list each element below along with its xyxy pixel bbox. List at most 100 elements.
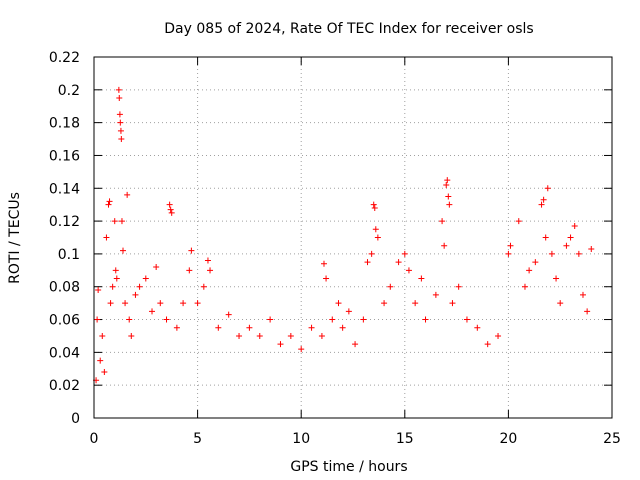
x-tick-label: 20 <box>499 431 517 447</box>
y-tick-label: 0.04 <box>49 345 80 361</box>
data-point <box>563 242 570 249</box>
y-tick-label: 0.02 <box>49 378 80 394</box>
y-axis-label: ROTI / TECUs <box>7 192 23 284</box>
data-point <box>449 300 456 307</box>
data-point <box>544 185 551 192</box>
data-point <box>256 332 263 339</box>
y-tick-label: 0.18 <box>49 116 80 132</box>
data-point <box>113 275 120 282</box>
data-point <box>474 324 481 331</box>
y-tick-label: 0.06 <box>49 313 80 329</box>
data-point <box>463 316 470 323</box>
data-point <box>412 300 419 307</box>
data-point <box>444 177 451 184</box>
data-point <box>167 206 174 213</box>
data-point <box>166 201 173 208</box>
data-point <box>267 316 274 323</box>
data-point <box>142 275 149 282</box>
data-point <box>204 257 211 264</box>
data-point <box>103 234 110 241</box>
data-point <box>372 226 379 233</box>
data-point <box>215 324 222 331</box>
data-point <box>329 316 336 323</box>
data-point <box>532 259 539 266</box>
y-tick-label: 0.2 <box>58 83 80 99</box>
data-point <box>186 267 193 274</box>
data-point <box>401 250 408 257</box>
data-point <box>371 204 378 211</box>
data-point <box>200 283 207 290</box>
data-point <box>439 218 446 225</box>
y-tick-label: 0 <box>71 411 80 427</box>
data-point <box>207 267 214 274</box>
y-tick-label: 0.16 <box>49 148 80 164</box>
data-point <box>507 242 514 249</box>
data-point <box>441 242 448 249</box>
data-point <box>495 332 502 339</box>
data-point <box>112 267 119 274</box>
data-point <box>395 259 402 266</box>
x-axis-label: GPS time / hours <box>290 459 407 475</box>
data-point <box>443 181 450 188</box>
data-point <box>236 332 243 339</box>
chart-title: Day 085 of 2024, Rate Of TEC Index for r… <box>164 21 533 37</box>
data-point <box>320 260 327 267</box>
data-point <box>432 291 439 298</box>
y-tick-label: 0.08 <box>49 280 80 296</box>
data-point <box>364 259 371 266</box>
data-point <box>117 119 124 126</box>
data-point <box>149 308 156 315</box>
data-point <box>173 324 180 331</box>
data-point <box>109 283 116 290</box>
data-point <box>120 247 127 254</box>
x-tick-label: 10 <box>292 431 310 447</box>
data-point <box>323 275 330 282</box>
data-point <box>318 332 325 339</box>
data-point <box>118 136 125 143</box>
data-point <box>575 250 582 257</box>
data-point <box>168 209 175 216</box>
data-point <box>106 198 113 205</box>
data-point <box>163 316 170 323</box>
data-point <box>368 250 375 257</box>
data-point <box>122 300 129 307</box>
data-point <box>188 247 195 254</box>
x-tick-label: 25 <box>603 431 621 447</box>
data-point <box>118 218 125 225</box>
data-point <box>180 300 187 307</box>
data-point <box>225 311 232 318</box>
data-point <box>418 275 425 282</box>
data-point <box>446 201 453 208</box>
data-point <box>298 346 305 353</box>
data-point <box>107 300 114 307</box>
data-point <box>505 250 512 257</box>
data-point <box>94 316 101 323</box>
data-point <box>540 196 547 203</box>
data-point <box>360 316 367 323</box>
data-point <box>484 341 491 348</box>
y-tick-label: 0.1 <box>58 247 80 263</box>
data-point <box>287 332 294 339</box>
data-point <box>116 111 123 118</box>
data-point <box>95 287 102 294</box>
data-point <box>157 300 164 307</box>
data-point <box>99 332 106 339</box>
x-tick-label: 5 <box>193 431 202 447</box>
data-point <box>538 201 545 208</box>
data-point <box>246 324 253 331</box>
data-point <box>579 291 586 298</box>
data-point <box>153 264 160 271</box>
data-point <box>381 300 388 307</box>
data-point <box>405 267 412 274</box>
axis-ticks: 0 0.02 0.04 0.06 0.08 0.1 0.12 0.14 0.16 0.18 0.2 0… <box>49 50 621 447</box>
data-points <box>93 86 595 384</box>
grid-lines <box>94 57 612 418</box>
data-point <box>132 291 139 298</box>
plot-frame <box>93 56 613 419</box>
data-point <box>117 127 124 134</box>
data-point <box>194 300 201 307</box>
data-point <box>584 308 591 315</box>
data-point <box>455 283 462 290</box>
data-point <box>526 267 533 274</box>
